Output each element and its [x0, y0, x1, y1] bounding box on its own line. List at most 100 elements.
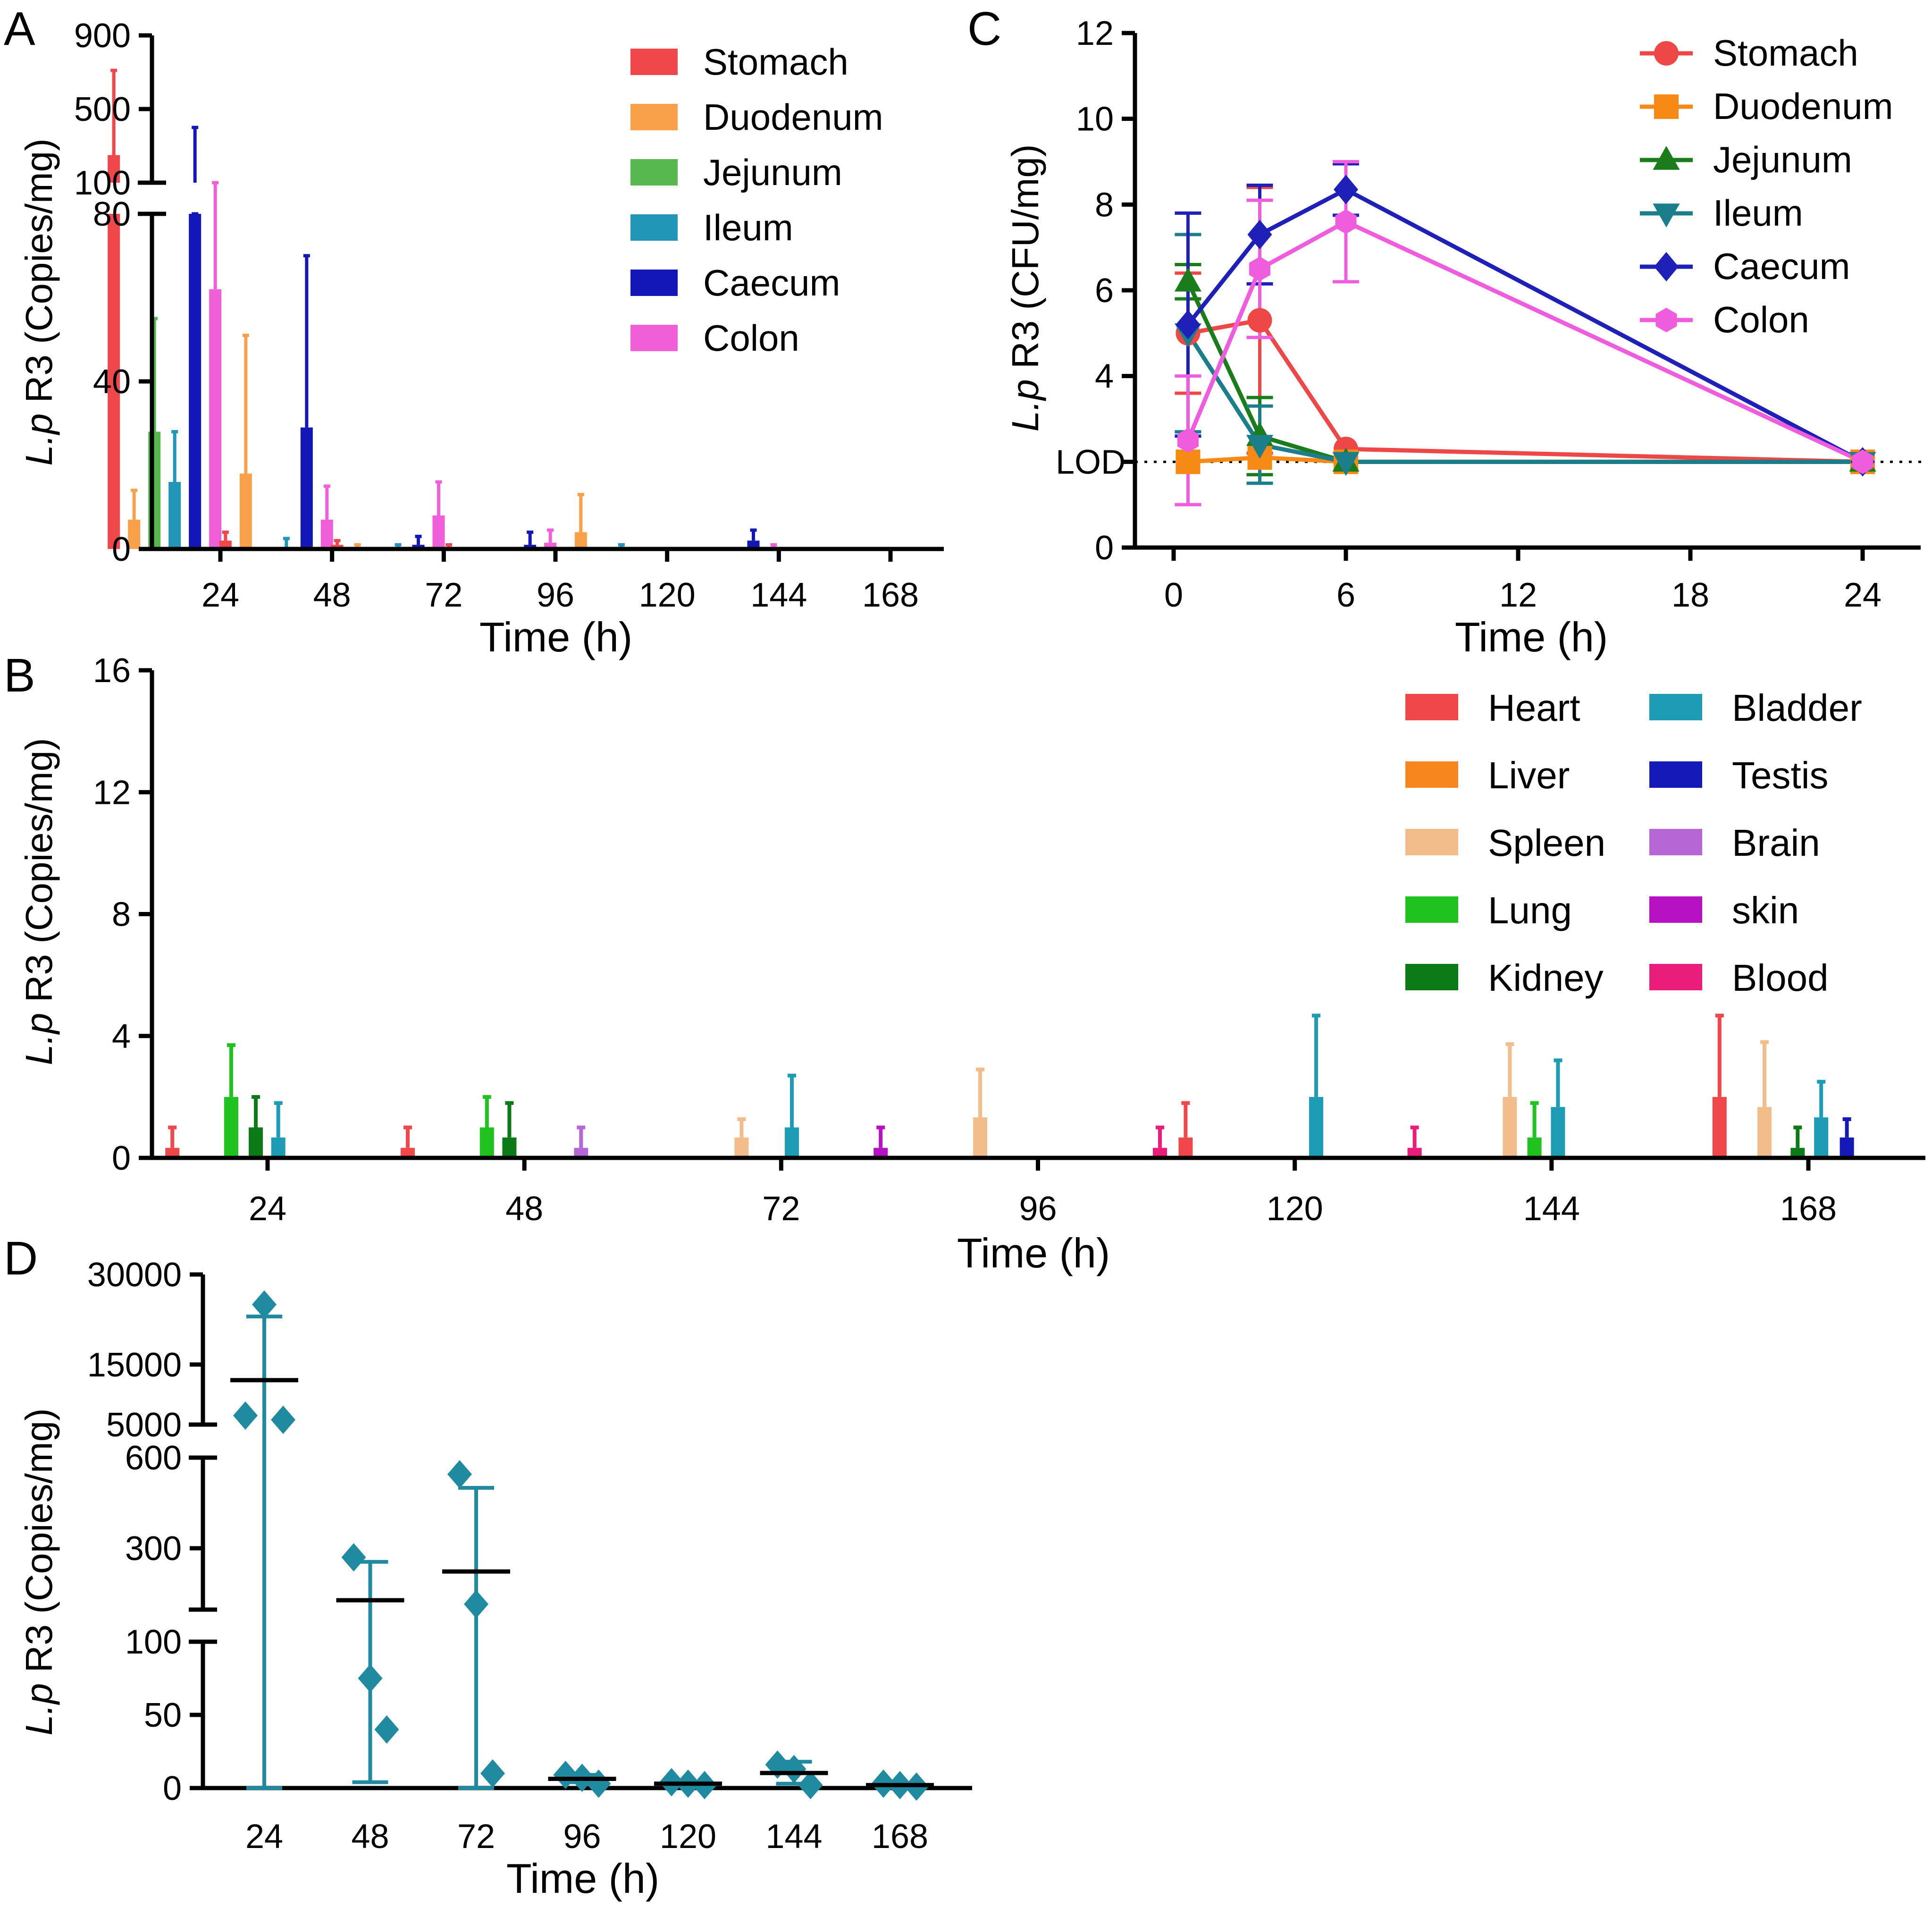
panel-c-y-tick-label: 6	[1095, 272, 1114, 310]
panel-b-x-axis-label: Time (h)	[957, 1230, 1110, 1276]
panel-b-bar-bladder-145	[1551, 1107, 1565, 1158]
panel-d-group-96-point	[586, 1769, 611, 1798]
panel-b-y-tick-label: 4	[112, 1018, 131, 1055]
panel-c-lod-label: LOD	[1056, 443, 1126, 481]
panel-b-legend-label-testis: Testis	[1732, 754, 1829, 796]
panel-c-x-axis-label: Time (h)	[1455, 614, 1608, 660]
panel-d-y-tick-label: 600	[125, 1439, 182, 1477]
panel-c-y-tick-label: 12	[1076, 15, 1114, 52]
panel-a-bar-colon-72	[432, 515, 445, 549]
panel-a-y-axis-label: L.p R3 (Copies/mg)	[18, 138, 60, 466]
panel-b-legend-swatch-bladder	[1649, 694, 1702, 720]
panel-c-letter: C	[967, 2, 1001, 55]
panel-a-x-tick-label: 24	[202, 576, 239, 614]
panel-a-letter: A	[4, 2, 35, 55]
panel-b-x-tick-label: 144	[1523, 1190, 1580, 1228]
panel-d-group-48-point	[358, 1664, 383, 1693]
panel-d-group-144-point	[781, 1755, 806, 1783]
panel-b-x-tick-label: 24	[249, 1190, 286, 1228]
panel-a-x-tick-label: 48	[313, 576, 351, 614]
panel-a-y-tick-label: 900	[74, 17, 131, 55]
panel-c-x-tick-label: 12	[1499, 576, 1537, 614]
panel-a-y-tick-label: 40	[93, 363, 131, 401]
panel-b-bar-bladder-25	[271, 1137, 286, 1158]
panel-b-x-tick-label: 168	[1780, 1190, 1837, 1228]
panel-b-bar-heart-110	[1178, 1137, 1193, 1158]
panel-a-legend-label-colon: Colon	[703, 317, 799, 359]
panel-c-legend: Stomach Duodenum Jejunum Ileum Caecum Colon	[1640, 32, 1893, 340]
panel-a-bar-caecum-24	[189, 214, 202, 549]
panel-b-bar-blood-131	[1407, 1148, 1422, 1158]
panel-b-bar-spleen-91	[973, 1117, 988, 1158]
panel-d-group-72-point	[464, 1590, 488, 1619]
panel-c-legend-marker-duodenum	[1654, 94, 1679, 119]
panel-a-legend-label-ileum: Ileum	[703, 207, 793, 248]
panel-c: C 0 4 6 8 10 12 LOD 0 6 12 18 24 Time (h) L.p R3 (C…	[967, 2, 1923, 660]
panel-b-legend-swatch-lung	[1405, 896, 1458, 923]
panel-a-bar-duodenum-24	[128, 519, 141, 549]
panel-d-x-tick-label: 144	[765, 1818, 822, 1856]
panel-c-point-colon	[1335, 209, 1357, 234]
panel-d-group-24-point	[252, 1290, 277, 1319]
panel-b-legend-swatch-spleen	[1405, 829, 1458, 855]
panel-b-legend-swatch-brain	[1649, 829, 1702, 855]
panel-c-point-colon	[1852, 449, 1873, 474]
panel-b-x-tick-label: 48	[505, 1190, 543, 1228]
panel-a-bar-stomach-24-upper	[108, 155, 120, 183]
panel-d-x-axis-label: Time (h)	[506, 1855, 659, 1902]
panel-a-bar-duodenum-48	[239, 473, 252, 549]
panel-b-bar-lung-21	[224, 1097, 238, 1158]
panel-b-bar-kidney-167	[1790, 1148, 1805, 1158]
panel-c-line-colon	[1186, 219, 1864, 464]
panel-c-point-ileum	[1246, 435, 1274, 459]
panel-b-x-tick-label: 72	[762, 1190, 800, 1228]
panel-c-point-ileum	[1332, 452, 1360, 476]
panel-a-x-tick-label: 72	[425, 576, 462, 614]
panel-b-y-axis-label: L.p R3 (Copies/mg)	[18, 738, 60, 1065]
panel-c-point-caecum	[1176, 310, 1201, 339]
panel-c-point-colon	[1249, 256, 1271, 281]
panel-a-legend-label-stomach: Stomach	[703, 41, 848, 83]
panel-d-y-tick-label: 100	[125, 1623, 182, 1661]
panel-a-legend-label-jejunum: Jejunum	[703, 152, 842, 193]
panel-d-y-tick-label: 30000	[87, 1256, 182, 1294]
panel-b-y-tick-label: 0	[112, 1139, 131, 1177]
panel-b-bar-blood-107	[1152, 1148, 1167, 1158]
panel-d-group-24-point	[271, 1405, 295, 1434]
panel-b-x-tick-label: 120	[1267, 1190, 1323, 1228]
panel-a-bar-colon-24	[209, 289, 222, 549]
panel-d-group-72-point	[447, 1460, 472, 1489]
panel-a-legend-swatch-caecum	[630, 270, 678, 296]
panel-b-bar-bladder-73	[785, 1127, 799, 1158]
panel-a-legend-swatch-colon	[630, 325, 678, 351]
panel-a-axes	[138, 33, 944, 562]
panel-b-bars	[165, 1013, 1854, 1158]
panel-b-bar-bladder-122	[1309, 1097, 1324, 1158]
panel-a-legend-label-duodenum: Duodenum	[703, 96, 883, 138]
panel-c-point-colon	[1177, 428, 1199, 453]
panel-d-letter: D	[4, 1232, 38, 1285]
panel-a-legend-swatch-stomach	[630, 49, 678, 75]
panel-d-group-48-point	[374, 1715, 399, 1744]
panel-b-x-tick-label: 96	[1019, 1190, 1057, 1228]
panel-b-legend: Heart Liver Spleen Lung Kidney Bladder Testis B…	[1405, 687, 1862, 999]
panel-a-bars	[108, 68, 780, 549]
panel-d-group-96-point	[553, 1761, 578, 1789]
panel-c-point-jejunum	[1174, 267, 1202, 292]
panel-c-y-tick-label: 0	[1095, 529, 1114, 567]
panel-d-y-tick-label: 0	[163, 1770, 182, 1807]
panel-b-legend-swatch-blood	[1649, 964, 1702, 990]
panel-a-x-tick-label: 144	[750, 576, 807, 614]
panel-c-tick-labels: 0 4 6 8 10 12 LOD 0 6 12 18 24	[1056, 15, 1882, 614]
panel-d-group-24-point	[233, 1401, 258, 1430]
panel-c-point-caecum	[1334, 175, 1358, 204]
panel-a-legend-swatch-jejunum	[630, 159, 678, 186]
panel-b-legend-label-blood: Blood	[1732, 957, 1829, 999]
panel-c-y-tick-label: 4	[1095, 358, 1114, 396]
panel-d-y-tick-label: 300	[125, 1530, 182, 1568]
panel-b-legend-label-skin: skin	[1732, 889, 1799, 931]
panel-a-x-axis-label: Time (h)	[479, 614, 632, 660]
